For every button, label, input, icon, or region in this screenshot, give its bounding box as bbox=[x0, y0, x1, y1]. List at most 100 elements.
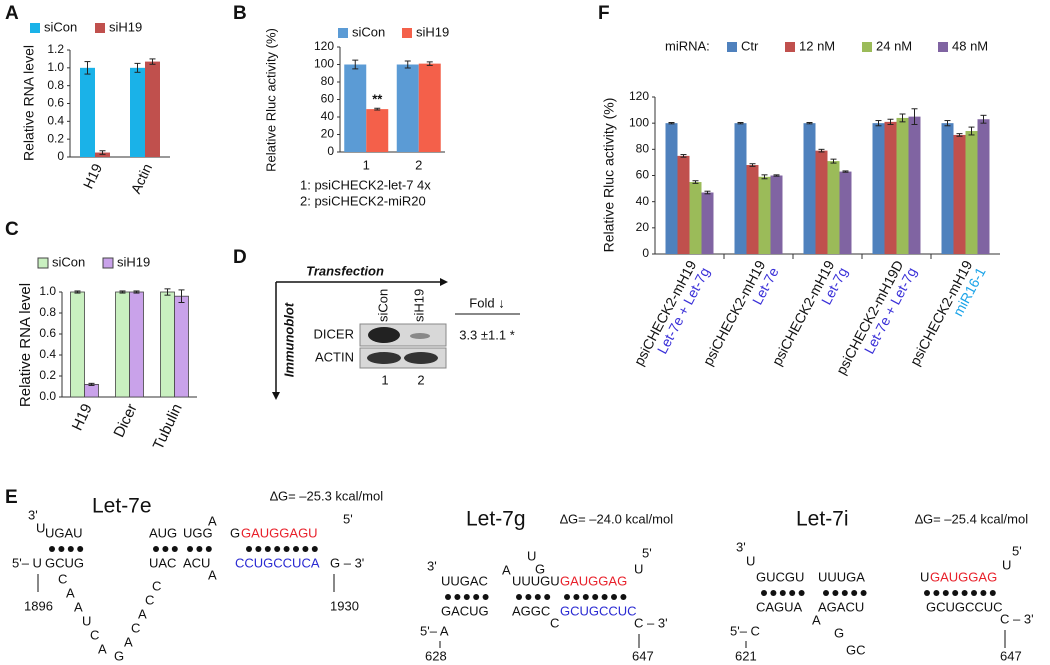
y-tick-label: 1.2 bbox=[47, 42, 64, 56]
y-tick-label: 0.8 bbox=[39, 305, 56, 319]
error-bar bbox=[773, 174, 780, 177]
base-pair bbox=[573, 594, 580, 600]
lane-label: siCon bbox=[375, 289, 390, 322]
row-label: DICER bbox=[314, 326, 354, 341]
band bbox=[367, 352, 401, 364]
y-tick-label: 120 bbox=[629, 89, 649, 103]
x-tick-label: 1 bbox=[363, 157, 370, 172]
sequence: 3' bbox=[736, 539, 746, 554]
error-bar bbox=[149, 58, 156, 65]
sequence: GCUGCCUC bbox=[560, 603, 637, 618]
sequence: U bbox=[1002, 557, 1011, 572]
bar bbox=[884, 121, 897, 254]
base-pair bbox=[255, 546, 262, 552]
bar bbox=[80, 67, 95, 157]
error-bar bbox=[749, 163, 756, 167]
error-bar bbox=[426, 61, 433, 66]
base-pair bbox=[525, 594, 532, 600]
sequence: GAUGGAG bbox=[560, 573, 627, 588]
error-bar bbox=[84, 61, 91, 75]
annotation: ** bbox=[372, 92, 383, 107]
base-pair bbox=[445, 594, 451, 600]
bar bbox=[396, 64, 419, 152]
sequence: A bbox=[812, 612, 821, 627]
base-pair bbox=[601, 594, 608, 600]
legend-title: miRNA: bbox=[665, 38, 710, 53]
base-pair bbox=[832, 590, 839, 596]
sequence: 647 bbox=[1000, 648, 1022, 663]
error-bar bbox=[761, 174, 768, 180]
sequence: U bbox=[82, 613, 91, 628]
y-tick-label: 0.6 bbox=[47, 96, 64, 110]
base-pair bbox=[196, 546, 203, 552]
sequence: 621 bbox=[735, 648, 757, 663]
sequence: U bbox=[746, 553, 755, 568]
structure-name: Let-7g bbox=[466, 508, 526, 531]
y-tick-label: 0.4 bbox=[39, 347, 56, 361]
sequence: UGAU bbox=[45, 525, 83, 540]
sequence: A bbox=[138, 606, 147, 621]
y-tick-label: 0.2 bbox=[39, 368, 56, 382]
sequence: U bbox=[527, 548, 536, 563]
base-pair bbox=[620, 594, 627, 600]
base-pair bbox=[274, 546, 281, 552]
error-bar bbox=[178, 289, 185, 303]
base-pair bbox=[582, 594, 589, 600]
base-pair bbox=[171, 546, 178, 552]
legend-swatch bbox=[30, 23, 40, 33]
bar bbox=[344, 64, 367, 152]
error-bar bbox=[956, 133, 963, 137]
delta-g: ∆G= –25.3 kcal/mol bbox=[270, 488, 383, 503]
bar bbox=[115, 291, 130, 398]
base-pair bbox=[789, 590, 796, 596]
base-pair bbox=[463, 594, 470, 600]
sequence: G – 3' bbox=[330, 555, 364, 570]
error-bar bbox=[164, 288, 171, 296]
sequence: A bbox=[208, 567, 217, 582]
legend-label: siCon bbox=[52, 254, 85, 269]
sequence: C bbox=[145, 592, 154, 607]
legend-label: 24 nM bbox=[876, 38, 912, 53]
sequence: AGACU bbox=[818, 599, 864, 614]
y-axis-label: Relative RNA level bbox=[21, 45, 37, 161]
legend-swatch bbox=[785, 42, 795, 52]
legend-label: siH19 bbox=[416, 24, 449, 39]
row-label: ACTIN bbox=[315, 349, 354, 364]
category-label: H19 bbox=[69, 401, 96, 433]
legend-label: Ctr bbox=[741, 38, 759, 53]
y-axis-label: Relative Rluc activity (%) bbox=[601, 98, 617, 253]
error-bar bbox=[818, 148, 825, 153]
base-pair bbox=[544, 594, 551, 600]
y-tick-label: 0.8 bbox=[47, 78, 64, 92]
error-bar bbox=[737, 122, 744, 125]
structure-name: Let-7i bbox=[796, 508, 849, 531]
y-tick-label: 80 bbox=[636, 142, 650, 156]
sequence: C – 3' bbox=[634, 615, 668, 630]
error-bar bbox=[404, 60, 411, 69]
error-bar bbox=[911, 108, 918, 125]
sequence: GAUGGAG bbox=[930, 569, 997, 584]
y-tick-label: 0 bbox=[57, 149, 64, 163]
error-bar bbox=[830, 158, 837, 164]
bar bbox=[803, 123, 816, 255]
base-pair bbox=[153, 546, 159, 552]
base-pair bbox=[67, 546, 74, 552]
bar bbox=[160, 291, 175, 398]
panel-letter: C bbox=[5, 219, 19, 240]
bar bbox=[896, 117, 909, 254]
y-tick-label: 120 bbox=[314, 39, 334, 53]
panel-letter: B bbox=[233, 3, 247, 24]
bar bbox=[872, 123, 885, 255]
structure-name: Let-7e bbox=[92, 495, 152, 518]
sequence: U bbox=[920, 569, 929, 584]
sequence: A bbox=[502, 562, 511, 577]
sequence: GCUG bbox=[45, 555, 84, 570]
base-pair bbox=[187, 546, 193, 552]
sequence: 5' bbox=[642, 545, 652, 560]
sequence: CAGUA bbox=[756, 599, 803, 614]
y-axis-label: Relative Rluc activity (%) bbox=[263, 28, 278, 172]
panel-letter: E bbox=[5, 487, 18, 508]
sequence: UUUGU bbox=[512, 573, 560, 588]
legend-swatch bbox=[862, 42, 872, 52]
